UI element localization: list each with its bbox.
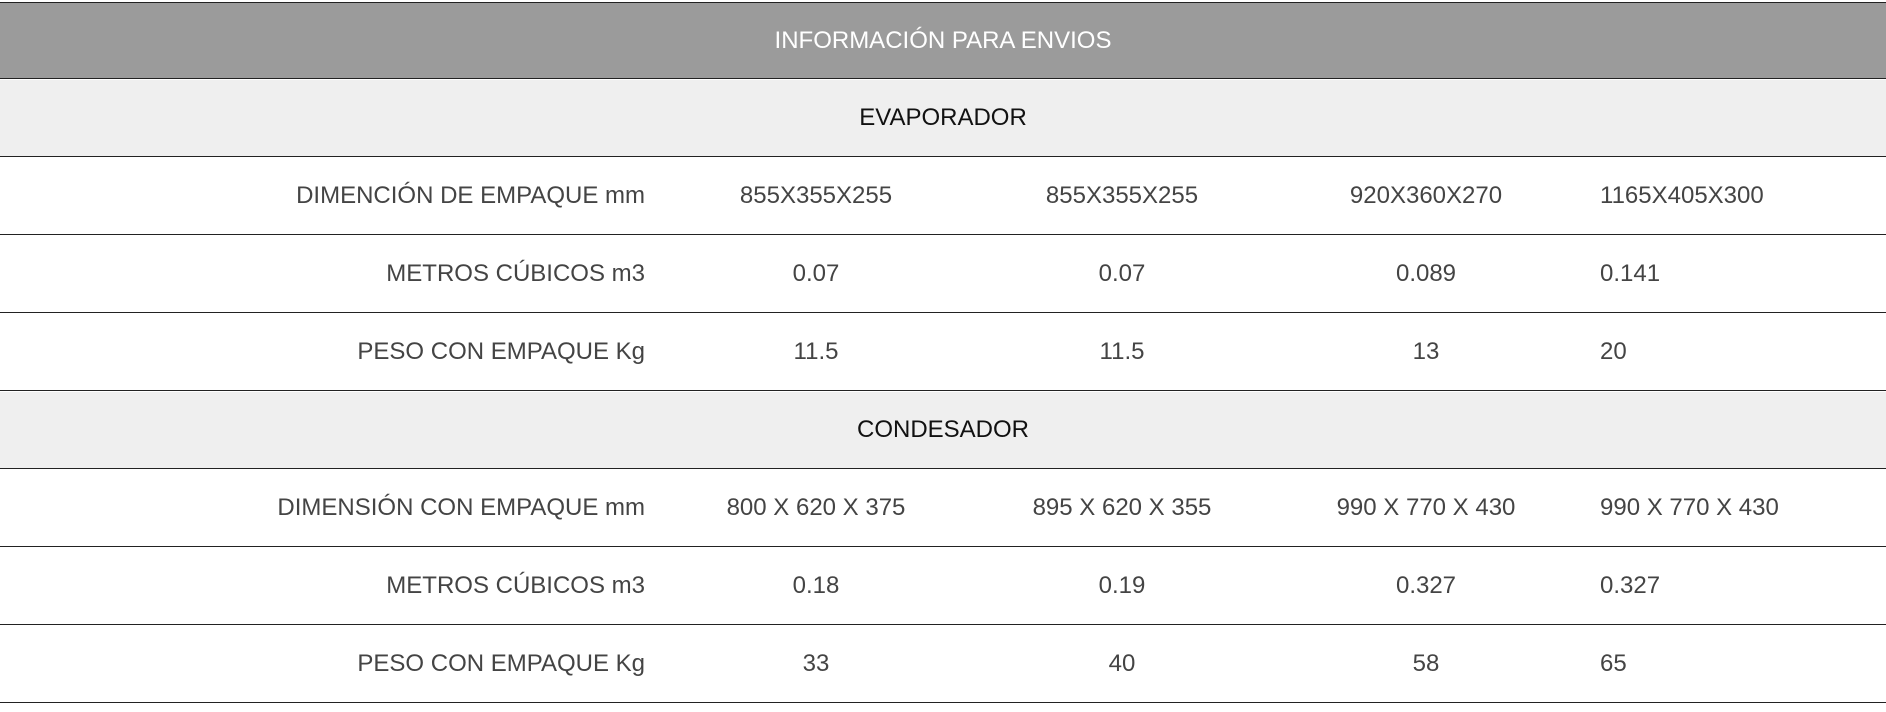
row-value: 11.5: [793, 338, 839, 365]
row-value: 895 X 620 X 355: [1032, 494, 1212, 521]
row-value: 20: [1600, 338, 1627, 365]
table-title: INFORMACIÓN PARA ENVIOS: [774, 27, 1112, 54]
row-value: 33: [802, 650, 830, 677]
row-value: 800 X 620 X 375: [726, 494, 906, 521]
row-value: 11.5: [1099, 338, 1145, 365]
data-row: METROS CÚBICOS m3 0.18 0.19 0.327 0.327: [0, 548, 1886, 625]
data-row: METROS CÚBICOS m3 0.07 0.07 0.089 0.141: [0, 236, 1886, 313]
row-value: 0.327: [1600, 572, 1661, 599]
row-value: 1165X405X300: [1600, 182, 1764, 209]
data-row: PESO CON EMPAQUE Kg 33 40 58 65: [0, 626, 1886, 703]
row-value: 0.18: [792, 572, 840, 599]
row-value: 855X355X255: [739, 182, 893, 209]
row-value: 990 X 770 X 430: [1600, 494, 1779, 521]
row-label: METROS CÚBICOS m3: [386, 260, 645, 287]
row-value: 0.19: [1098, 572, 1146, 599]
row-value: 855X355X255: [1045, 182, 1199, 209]
row-value: 65: [1600, 650, 1627, 677]
row-label: PESO CON EMPAQUE Kg: [357, 338, 645, 365]
section-row: CONDESADOR: [0, 392, 1886, 469]
data-row: DIMENSIÓN CON EMPAQUE mm 800 X 620 X 375 8…: [0, 470, 1886, 547]
row-value: 0.07: [1098, 260, 1146, 287]
row-value: 13: [1412, 338, 1440, 365]
row-value: 0.07: [792, 260, 840, 287]
row-value: 0.327: [1395, 572, 1457, 599]
section-title: EVAPORADOR: [859, 104, 1027, 131]
row-label: DIMENCIÓN DE EMPAQUE mm: [296, 182, 645, 209]
data-row: DIMENCIÓN DE EMPAQUE mm 855X355X255 855X35…: [0, 158, 1886, 235]
row-value: 0.089: [1395, 260, 1457, 287]
row-value: 40: [1108, 650, 1136, 677]
row-value: 0.141: [1600, 260, 1661, 287]
row-label: DIMENSIÓN CON EMPAQUE mm: [277, 494, 645, 521]
data-row: PESO CON EMPAQUE Kg 11.5 11.5 13 20: [0, 314, 1886, 391]
section-title: CONDESADOR: [856, 416, 1030, 443]
section-row: EVAPORADOR: [0, 80, 1886, 157]
row-label: PESO CON EMPAQUE Kg: [357, 650, 645, 677]
title-row: INFORMACIÓN PARA ENVIOS: [0, 2, 1886, 79]
row-value: 920X360X270: [1349, 182, 1503, 209]
row-value: 58: [1412, 650, 1440, 677]
row-label: METROS CÚBICOS m3: [386, 572, 645, 599]
row-value: 990 X 770 X 430: [1336, 494, 1516, 521]
